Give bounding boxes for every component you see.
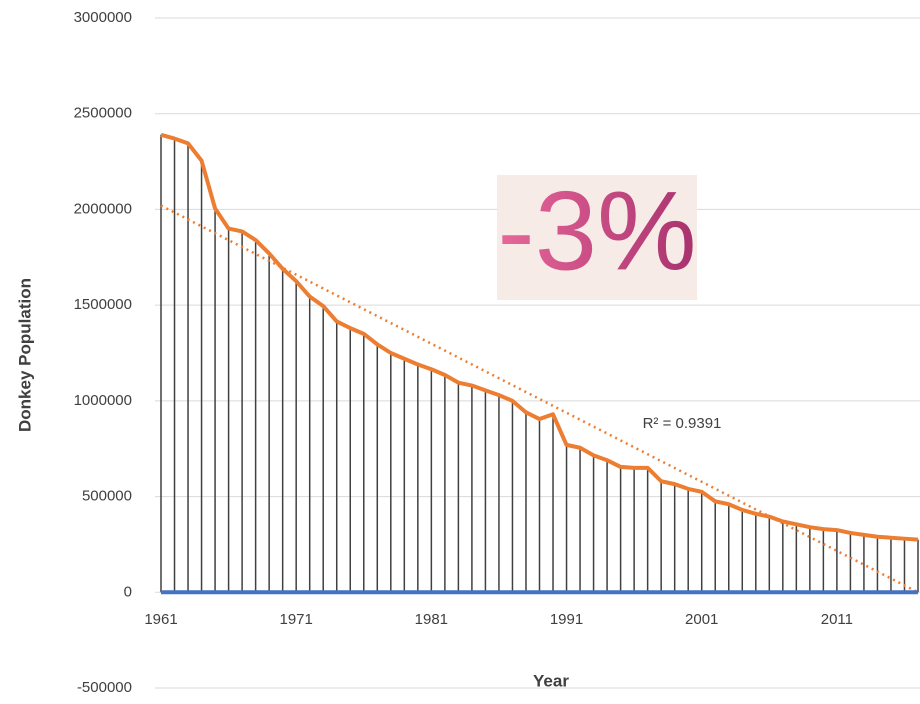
y-tick-label: 0 <box>124 583 132 600</box>
trend-label: R² = 0.9391 <box>643 415 722 432</box>
plot <box>160 132 919 595</box>
x-tick-label: 1981 <box>415 611 448 628</box>
x-tick-label: 2001 <box>685 611 718 628</box>
y-tick-label: 2500000 <box>74 105 132 122</box>
trendline <box>160 204 919 594</box>
y-tick-label: 500000 <box>82 488 132 505</box>
x-tick-label: 2011 <box>821 611 853 628</box>
y-tick-label: 2000000 <box>74 200 132 217</box>
badge-box <box>497 175 697 300</box>
x-axis-label: Year <box>533 671 569 690</box>
badge: -3% <box>497 169 696 294</box>
x-tick-label: 1971 <box>279 611 312 628</box>
y-tick-label: -500000 <box>77 679 132 696</box>
y-tick-label: 1000000 <box>74 392 132 409</box>
x-tick-label: 1991 <box>550 611 583 628</box>
y-tick-label: 3000000 <box>74 9 132 26</box>
x-tick-label: 1961 <box>144 611 177 628</box>
series-line <box>160 132 919 542</box>
y-tick-label: 1500000 <box>74 296 132 313</box>
y-axis-label: Donkey Population <box>15 278 34 432</box>
